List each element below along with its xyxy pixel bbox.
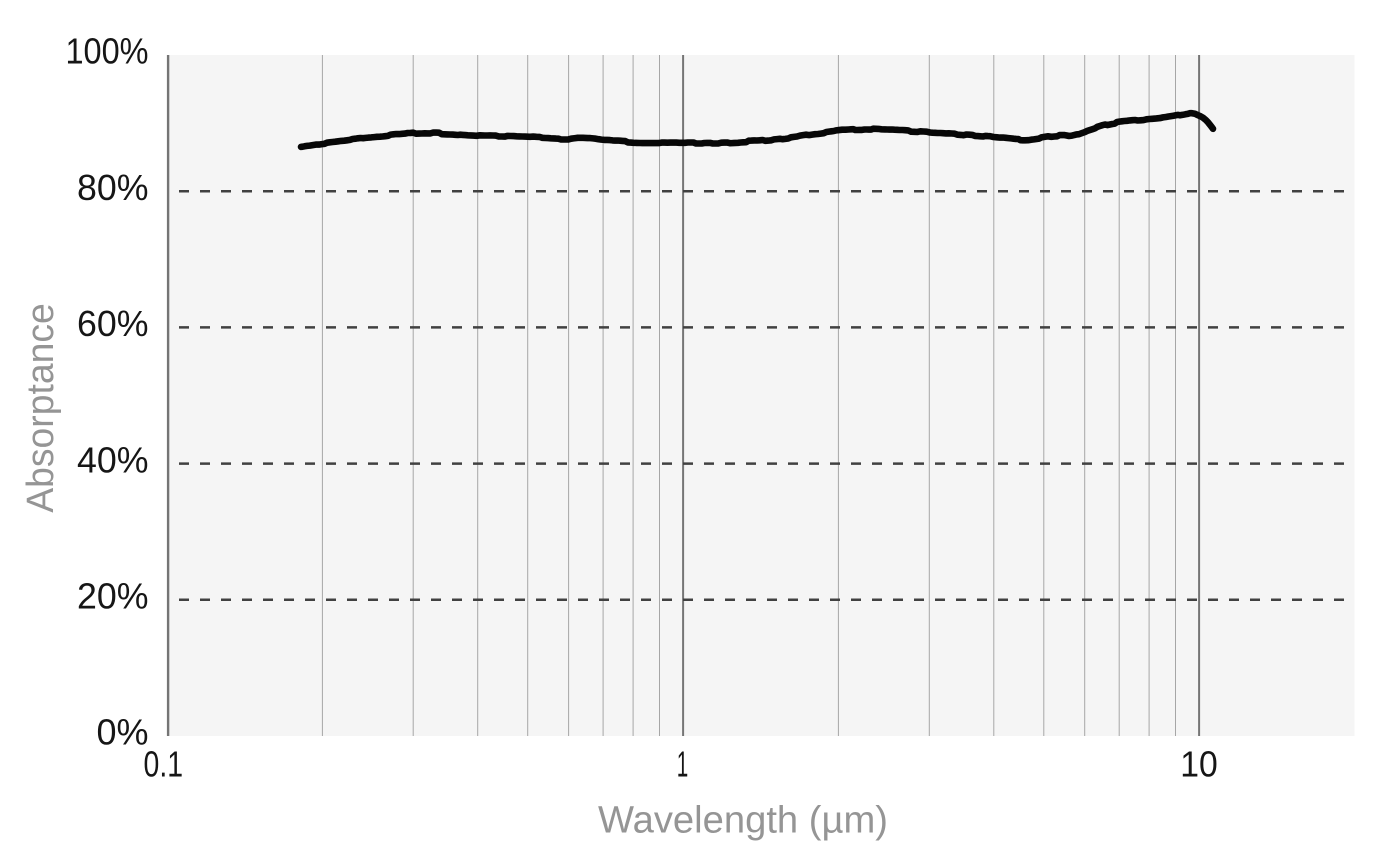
svg-text:0.1: 0.1 — [144, 743, 184, 784]
svg-text:Absorptance: Absorptance — [20, 303, 62, 513]
svg-text:40%: 40% — [77, 439, 149, 480]
svg-text:Wavelength (µm): Wavelength (µm) — [598, 800, 888, 842]
svg-text:10: 10 — [1180, 743, 1218, 784]
svg-text:1: 1 — [677, 743, 689, 784]
svg-text:60%: 60% — [77, 303, 149, 344]
svg-text:0%: 0% — [97, 712, 149, 753]
svg-text:80%: 80% — [77, 167, 149, 208]
svg-text:100%: 100% — [66, 31, 149, 72]
svg-text:20%: 20% — [77, 576, 149, 617]
